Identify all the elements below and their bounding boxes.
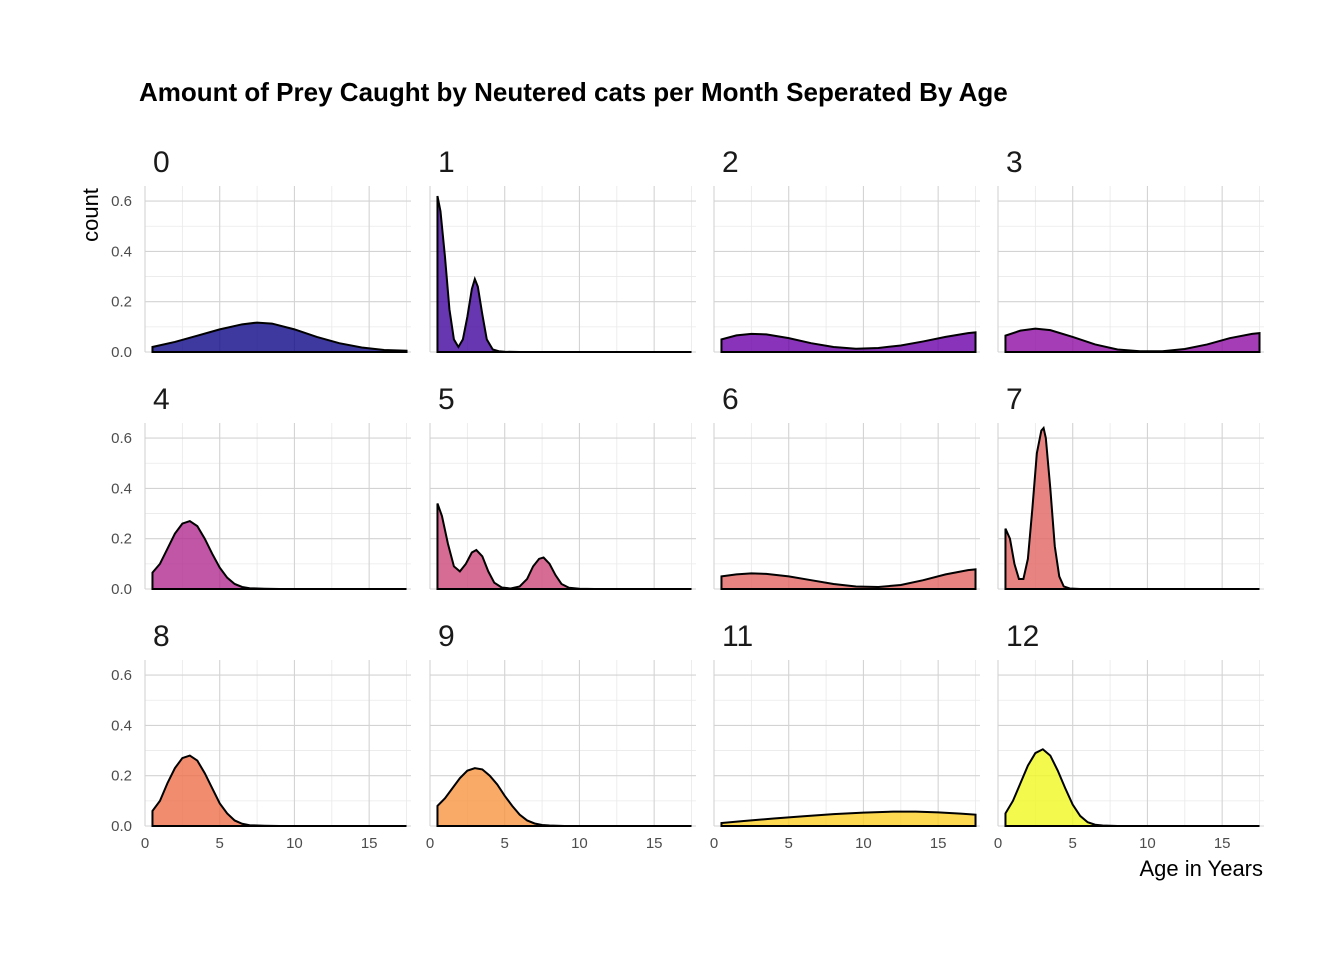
density-area-3 bbox=[1004, 327, 1261, 353]
panel-0: 0 0.0 0.2 0.4 0.6 bbox=[111, 146, 411, 361]
panel-2: 2 bbox=[713, 146, 980, 353]
density-area-6 bbox=[720, 568, 977, 590]
facet-panels: 00.00.20.40.61 2 340.00.20.40.65 6 780.00.20… bbox=[111, 146, 1264, 852]
density-area-0 bbox=[151, 321, 408, 353]
density-area-1 bbox=[436, 195, 692, 353]
y-tick-label: 0.0 bbox=[111, 818, 132, 835]
y-axis-title: count bbox=[78, 188, 103, 242]
x-tick-label: 10 bbox=[286, 835, 303, 852]
x-tick-label: 15 bbox=[361, 835, 378, 852]
panel-7: 7 bbox=[997, 383, 1264, 590]
density-area-11 bbox=[720, 810, 977, 827]
facet-label-3: 3 bbox=[1006, 146, 1023, 179]
facet-label-7: 7 bbox=[1006, 383, 1023, 416]
y-tick-label: 0.4 bbox=[111, 480, 132, 497]
y-tick-label: 0.0 bbox=[111, 344, 132, 361]
facet-label-5: 5 bbox=[438, 383, 455, 416]
panel-9: 9 0 5 10 15 bbox=[426, 620, 696, 852]
x-tick-label: 10 bbox=[855, 835, 872, 852]
density-area-2 bbox=[720, 331, 977, 353]
x-tick-label: 0 bbox=[994, 835, 1002, 852]
facet-label-6: 6 bbox=[722, 383, 739, 416]
x-axis-title: Age in Years bbox=[1139, 856, 1263, 881]
y-tick-label: 0.4 bbox=[111, 717, 132, 734]
chart-title: Amount of Prey Caught by Neutered cats p… bbox=[139, 77, 1008, 107]
facet-label-12: 12 bbox=[1006, 620, 1039, 653]
x-tick-label: 0 bbox=[710, 835, 718, 852]
facet-label-0: 0 bbox=[153, 146, 170, 179]
panel-1: 1 bbox=[429, 146, 696, 353]
x-tick-label: 5 bbox=[1069, 835, 1077, 852]
panel-8: 8 0.0 0.2 0.4 0.6 0 5 10 15 bbox=[111, 620, 411, 852]
panel-3: 3 bbox=[997, 146, 1264, 353]
x-tick-label: 15 bbox=[1214, 835, 1231, 852]
density-area-9 bbox=[436, 767, 692, 827]
density-area-12 bbox=[1004, 748, 1260, 827]
panel-12: 12 0 5 10 15 bbox=[994, 620, 1264, 852]
facet-label-4: 4 bbox=[153, 383, 170, 416]
y-tick-label: 0.2 bbox=[111, 768, 132, 785]
panel-4: 4 0.0 0.2 0.4 0.6 bbox=[111, 383, 411, 598]
facet-label-2: 2 bbox=[722, 146, 739, 179]
y-tick-label: 0.6 bbox=[111, 193, 132, 210]
y-tick-label: 0.6 bbox=[111, 667, 132, 684]
density-area-4 bbox=[151, 519, 407, 590]
facet-label-8: 8 bbox=[153, 620, 170, 653]
x-tick-label: 10 bbox=[1139, 835, 1156, 852]
panel-11: 11 0 5 10 15 bbox=[710, 620, 980, 852]
x-tick-label: 15 bbox=[930, 835, 947, 852]
facet-label-11: 11 bbox=[722, 620, 753, 653]
density-area-8 bbox=[151, 754, 407, 827]
y-tick-label: 0.4 bbox=[111, 243, 132, 260]
panel-6: 6 bbox=[713, 383, 980, 590]
x-tick-label: 5 bbox=[785, 835, 793, 852]
facet-label-1: 1 bbox=[438, 146, 455, 179]
x-tick-label: 0 bbox=[426, 835, 434, 852]
x-tick-label: 5 bbox=[501, 835, 509, 852]
y-tick-label: 0.2 bbox=[111, 294, 132, 311]
panel-5: 5 bbox=[429, 383, 696, 590]
y-tick-label: 0.2 bbox=[111, 531, 132, 548]
y-tick-label: 0.0 bbox=[111, 581, 132, 598]
density-area-7 bbox=[1004, 425, 1260, 590]
y-tick-label: 0.6 bbox=[111, 430, 132, 447]
x-tick-label: 5 bbox=[216, 835, 224, 852]
x-tick-label: 15 bbox=[646, 835, 663, 852]
density-area-5 bbox=[436, 503, 692, 590]
x-tick-label: 10 bbox=[571, 835, 588, 852]
x-tick-label: 0 bbox=[141, 835, 149, 852]
facet-label-9: 9 bbox=[438, 620, 455, 653]
